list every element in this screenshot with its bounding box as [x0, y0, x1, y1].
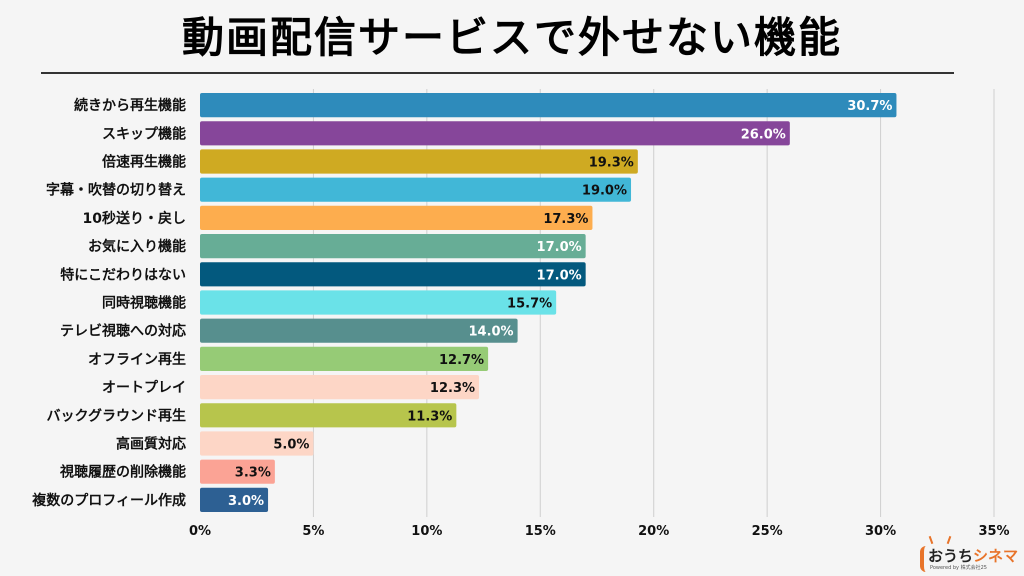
category-label: バックグラウンド再生: [47, 407, 186, 424]
value-label: 5.0%: [273, 438, 309, 453]
x-tick-label: 5%: [302, 524, 324, 539]
value-label: 17.3%: [543, 212, 588, 227]
bar: [200, 93, 897, 118]
bar: [200, 346, 489, 371]
value-label: 17.0%: [537, 240, 582, 255]
value-label: 11.3%: [407, 409, 452, 424]
value-label: 3.0%: [228, 494, 264, 509]
value-label: 12.3%: [430, 381, 475, 396]
value-labels: 30.7% 26.0% 19.3% 19.0% 17.3% 17.0% 17.0% 15.7%…: [228, 99, 892, 509]
category-label: オフライン再生: [88, 351, 186, 368]
x-tick-label: 15%: [525, 524, 556, 539]
bar: [200, 431, 314, 456]
logo-tv-frame-icon: [920, 546, 930, 572]
logo-text-part1: おうち: [928, 547, 974, 565]
title-underline: [41, 72, 954, 74]
bars: [200, 93, 897, 512]
value-label: 17.0%: [537, 268, 582, 283]
value-label: 30.7%: [847, 99, 892, 114]
bar: [200, 205, 593, 230]
value-label: 19.3%: [589, 156, 634, 171]
bar: [200, 177, 632, 202]
x-tick-label: 0%: [189, 524, 211, 539]
logo-text-part2: シネマ: [973, 547, 1019, 565]
x-tick-label: 25%: [752, 524, 783, 539]
logo-text: おうちシネマ: [928, 545, 1018, 566]
value-label: 15.7%: [507, 297, 552, 312]
bar: [200, 234, 586, 259]
x-tick-label: 10%: [411, 524, 442, 539]
bar: [200, 403, 457, 428]
bar: [200, 149, 638, 174]
category-label: お気に入り機能: [88, 238, 186, 255]
category-label: 倍速再生機能: [102, 154, 186, 171]
category-label: 高画質対応: [116, 436, 186, 453]
value-label: 3.3%: [235, 466, 271, 481]
chart-title: 動画配信サービスで外せない機能: [181, 13, 842, 62]
x-tick-label: 35%: [978, 524, 1009, 539]
category-label: オートプレイ: [102, 380, 186, 396]
category-label: 続きから再生機能: [74, 97, 186, 114]
bar: [200, 262, 586, 287]
value-label: 12.7%: [439, 353, 484, 368]
x-tick-label: 20%: [638, 524, 669, 539]
bar: [200, 318, 518, 343]
value-label: 14.0%: [468, 325, 513, 340]
category-label: 字幕・吹替の切り替え: [46, 182, 186, 199]
value-label: 19.0%: [582, 184, 627, 199]
bar: [200, 290, 557, 315]
category-label: 10秒送り・戻し: [83, 210, 186, 227]
category-label: 特にこだわりはない: [60, 266, 186, 283]
logo-subtext: Powered by 株式会社25: [930, 565, 987, 571]
category-label: 同時視聴機能: [102, 295, 186, 312]
category-label: 視聴履歴の削除機能: [59, 464, 186, 481]
x-axis-tick-labels: 0% 5% 10% 15% 20% 25% 30% 35%: [189, 524, 1010, 539]
category-label: スキップ機能: [102, 125, 186, 142]
brand-logo: おうちシネマ Powered by 株式会社25: [918, 535, 1018, 574]
value-label: 26.0%: [741, 127, 786, 142]
bar: [200, 375, 480, 400]
category-label: 複数のプロフィール作成: [31, 492, 186, 509]
bar: [200, 487, 269, 512]
x-tick-label: 30%: [865, 524, 896, 539]
bar: [200, 121, 790, 146]
bar: [200, 459, 275, 484]
category-label: テレビ視聴への対応: [60, 323, 186, 340]
